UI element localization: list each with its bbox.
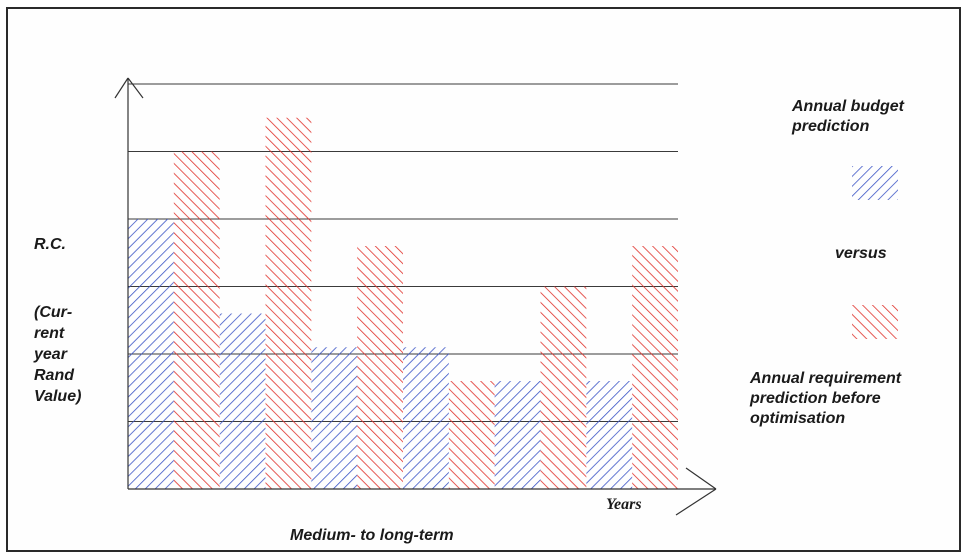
bar-budget xyxy=(219,313,266,489)
bars xyxy=(128,117,678,489)
bar-budget xyxy=(311,347,358,489)
bar-requirement xyxy=(357,246,403,489)
bar-requirement xyxy=(540,286,587,489)
bar-budget xyxy=(494,381,541,489)
bar-budget xyxy=(403,347,449,489)
x-axis-title: Years xyxy=(606,496,642,513)
x-axis-arrow-top xyxy=(685,467,717,490)
axes xyxy=(114,77,717,516)
legend-versus-label: versus xyxy=(835,245,887,262)
x-axis-arrow-bottom xyxy=(675,488,717,516)
bar-requirement xyxy=(265,117,312,489)
bar-requirement xyxy=(448,381,495,489)
x-axis-label: Medium- to long-term xyxy=(290,527,454,544)
legend-budget-swatch xyxy=(852,166,898,200)
bar-requirement xyxy=(173,151,220,489)
y-axis-unit-label: (Cur- rent year Rand Value) xyxy=(34,304,82,405)
legend-requirement-label: Annual requirement prediction before opt… xyxy=(750,370,902,427)
y-axis-arrow-left xyxy=(114,77,129,99)
y-axis-label: R.C. xyxy=(34,236,66,253)
bar-requirement xyxy=(632,246,678,489)
bar-budget xyxy=(586,381,633,489)
legend-budget-label: Annual budget prediction xyxy=(792,98,904,135)
legend-requirement-swatch xyxy=(852,305,898,339)
bar-budget xyxy=(128,219,174,489)
y-axis-arrow-right xyxy=(127,77,144,99)
